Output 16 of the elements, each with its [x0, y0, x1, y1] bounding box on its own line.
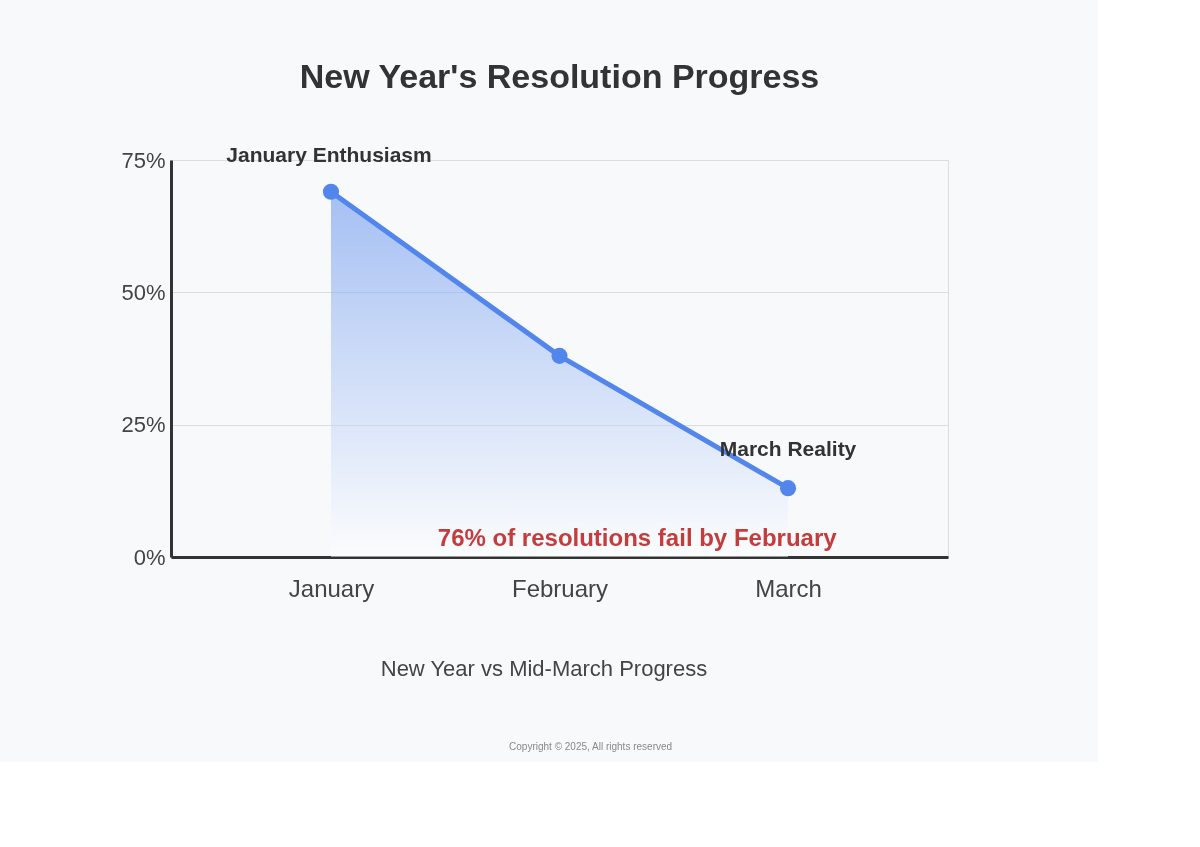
point: [551, 347, 568, 364]
x-tick-label: February: [511, 574, 609, 602]
y-tick-label: 25%: [121, 412, 166, 438]
annotation: January Enthusiasm: [226, 142, 432, 166]
point: [322, 183, 340, 200]
y-tick-label: 75%: [121, 147, 166, 173]
text: Copyright © 2025, All rights reserved: [509, 741, 673, 752]
y-tick-label: 50%: [121, 279, 166, 305]
text: New Year vs Mid-March Progress: [380, 656, 708, 681]
chart-title: New Year's Resolution Progress: [299, 56, 820, 95]
annotation: March Reality: [719, 437, 857, 461]
point: [779, 480, 797, 497]
y-tick-label: 0%: [133, 544, 166, 570]
x-tick-label: March: [755, 574, 822, 602]
x-tick-label: January: [288, 574, 375, 602]
annotation: 76% of resolutions fail by February: [437, 524, 838, 551]
